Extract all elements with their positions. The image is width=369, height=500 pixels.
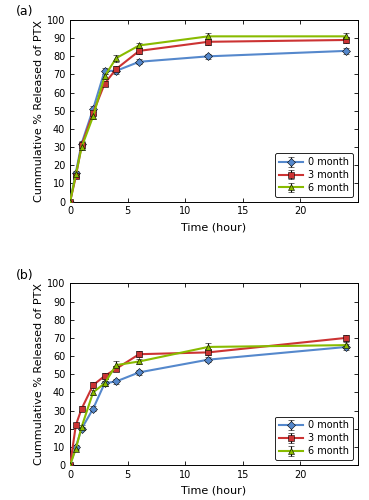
Text: (b): (b): [15, 268, 33, 281]
Text: (a): (a): [15, 5, 33, 18]
X-axis label: Time (hour): Time (hour): [182, 222, 246, 232]
Legend: 0 month, 3 month, 6 month: 0 month, 3 month, 6 month: [275, 153, 353, 197]
Y-axis label: Cummulative % Released of PTX: Cummulative % Released of PTX: [34, 283, 44, 465]
Y-axis label: Cummulative % Released of PTX: Cummulative % Released of PTX: [34, 20, 44, 202]
Legend: 0 month, 3 month, 6 month: 0 month, 3 month, 6 month: [275, 416, 353, 460]
X-axis label: Time (hour): Time (hour): [182, 486, 246, 496]
